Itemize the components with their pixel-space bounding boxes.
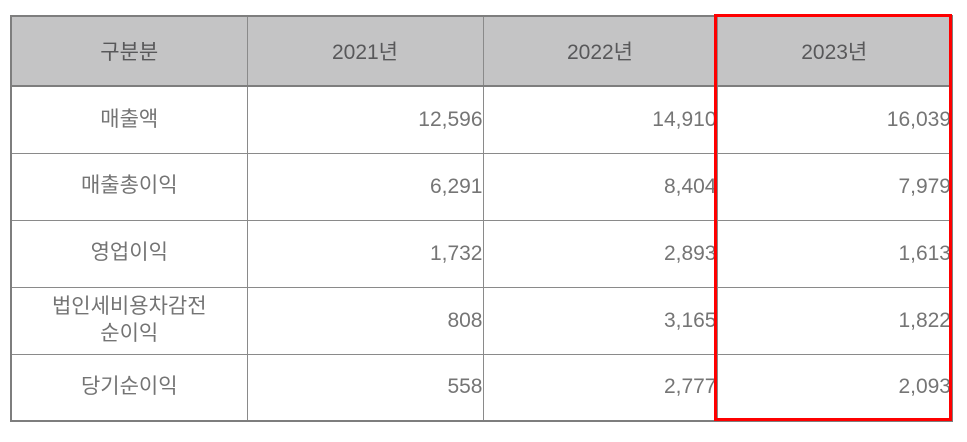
row-label-revenue: 매출액	[10, 85, 248, 154]
table-row: 법인세비용차감전 순이익 808 3,165 1,822	[10, 286, 953, 355]
row-label-gross-profit: 매출총이익	[10, 152, 248, 221]
value-cell: 808	[246, 286, 484, 355]
value-cell: 1,732	[246, 219, 484, 288]
value-cell: 558	[246, 353, 484, 422]
value-cell: 2,777	[482, 353, 718, 422]
value-cell: 6,291	[246, 152, 484, 221]
financial-summary-table: 구분분 2021년 2022년 2023년 매출액 12,596 14,910 …	[10, 15, 953, 422]
table-row: 매출총이익 6,291 8,404 7,979	[10, 152, 953, 221]
header-row: 구분분 2021년 2022년 2023년	[10, 15, 953, 87]
value-cell: 1,613	[716, 219, 953, 288]
value-cell: 3,165	[482, 286, 718, 355]
value-cell: 1,822	[716, 286, 953, 355]
value-cell: 2,093	[716, 353, 953, 422]
table-row: 영업이익 1,732 2,893 1,613	[10, 219, 953, 288]
table-row: 매출액 12,596 14,910 16,039	[10, 85, 953, 154]
row-label-net-income: 당기순이익	[10, 353, 248, 422]
column-header-2023: 2023년	[716, 15, 953, 87]
column-header-category: 구분분	[10, 15, 248, 87]
value-cell: 8,404	[482, 152, 718, 221]
row-label-operating-profit: 영업이익	[10, 219, 248, 288]
column-header-2022: 2022년	[482, 15, 718, 87]
row-label-pretax-profit: 법인세비용차감전 순이익	[10, 286, 248, 355]
column-header-2021: 2021년	[246, 15, 484, 87]
value-cell: 7,979	[716, 152, 953, 221]
value-cell: 2,893	[482, 219, 718, 288]
table-row: 당기순이익 558 2,777 2,093	[10, 353, 953, 422]
value-cell: 12,596	[246, 85, 484, 154]
value-cell: 14,910	[482, 85, 718, 154]
value-cell: 16,039	[716, 85, 953, 154]
